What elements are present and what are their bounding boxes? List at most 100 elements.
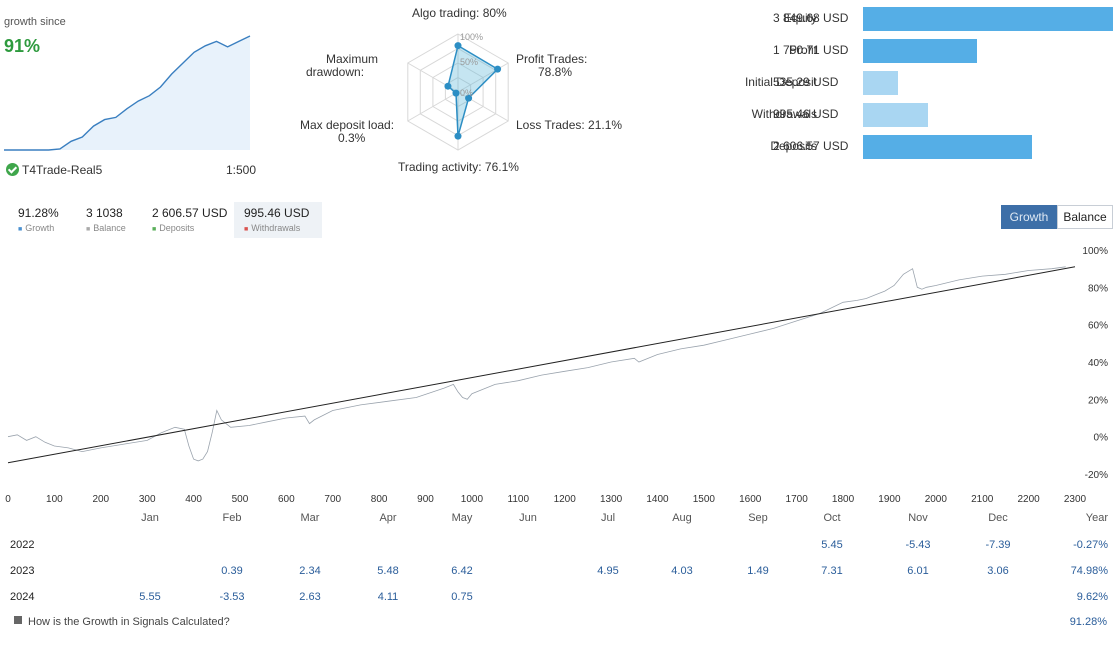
legend-balance[interactable]: 3 1038 Balance — [76, 202, 142, 238]
legend-sub: Withdrawals — [244, 223, 312, 233]
year-total-cell: -0.27% — [1073, 539, 1108, 551]
month-value-cell: 6.42 — [451, 565, 473, 577]
monthly-returns-table: Jan Feb Mar Apr May Jun Jul Aug Sep Oct Nov Dec Year… — [0, 508, 1113, 608]
month-value-cell: 3.06 — [987, 565, 1009, 577]
stat-bar — [863, 7, 1113, 31]
verified-check-icon — [6, 163, 19, 176]
y-tick-label: 0% — [1094, 433, 1109, 444]
stat-label: Equity — [783, 11, 817, 25]
tab-balance[interactable]: Balance — [1057, 205, 1113, 229]
month-header: Feb — [222, 512, 242, 524]
legend-value: 995.46 USD — [244, 206, 310, 220]
legend-sub: Balance — [86, 223, 132, 233]
x-tick-label: 2200 — [1017, 494, 1040, 505]
radar-label-deposit-load-value: 0.3% — [338, 131, 366, 145]
x-tick-label: 300 — [139, 494, 156, 505]
x-tick-label: 2100 — [971, 494, 994, 505]
radar-label-profit-value: 78.8% — [538, 65, 573, 79]
stat-row-equity: Equity 3 849.68 USD — [660, 6, 1113, 31]
account-row[interactable]: T4Trade-Real5 1:500 — [4, 162, 256, 180]
x-tick-label: 1000 — [461, 494, 484, 505]
month-value-cell: 4.11 — [377, 591, 399, 603]
x-tick-label: 100 — [46, 494, 63, 505]
mini-growth-chart — [4, 35, 251, 151]
radar-label-deposit-load: Max deposit load: — [300, 118, 395, 132]
x-tick-label: 600 — [278, 494, 295, 505]
radar-label-algo: Algo trading: 80% — [412, 6, 507, 20]
month-header: Sep — [748, 512, 768, 524]
month-header: Aug — [672, 512, 692, 524]
growth-value: 91% — [4, 36, 41, 56]
year-label: 2024 — [10, 591, 35, 603]
radar-label-drawdown: Maximum — [326, 52, 379, 66]
y-tick-label: 20% — [1088, 395, 1108, 406]
radar-point — [454, 42, 462, 50]
month-header: Oct — [823, 512, 841, 524]
stat-bar — [863, 71, 898, 95]
radar-ring-label: 100% — [460, 32, 483, 42]
y-tick-label: 60% — [1088, 321, 1108, 332]
legend-growth[interactable]: 91.28% Growth — [8, 202, 74, 238]
chart-tabs: Growth Balance — [1001, 205, 1113, 229]
growth-chart: 100% 80% 60% 40% 20% 0% -20% 0 100 200 300 400 500 60… — [5, 246, 1109, 505]
x-tick-label: 2300 — [1064, 494, 1087, 505]
legend-withdrawals[interactable]: 995.46 USD Withdrawals — [234, 202, 322, 238]
radar-label-profit: Profit Trades: — [516, 52, 588, 66]
trend-line — [7, 266, 1076, 464]
radar-label-drawdown-2: drawdown: — [306, 65, 365, 79]
x-tick-label: 1500 — [693, 494, 716, 505]
month-header: Jul — [600, 512, 616, 524]
mini-line — [4, 35, 251, 151]
month-value-cell: 4.03 — [671, 565, 693, 577]
x-tick-label: 1200 — [554, 494, 577, 505]
x-tick-label: 200 — [92, 494, 109, 505]
month-value-cell: 4.95 — [597, 565, 619, 577]
legend-sub: Growth — [18, 223, 64, 233]
y-tick-label: 40% — [1088, 358, 1108, 369]
month-header: Jun — [519, 512, 537, 524]
stat-row-deposits: Deposits 2 606.57 USD — [660, 134, 1113, 159]
radar-chart: 100% 50% 0% Algo trading: 80% Profit Trade… — [298, 0, 628, 178]
x-tick-label: 1300 — [600, 494, 623, 505]
month-value-cell: 6.01 — [907, 565, 929, 577]
stat-bar — [863, 39, 977, 63]
stat-label: Initial Deposit — [744, 75, 817, 89]
month-value-cell: 2.34 — [299, 565, 321, 577]
leverage-value: 1:500 — [225, 163, 256, 177]
growth-card: growth since 91% T4Trade-Real5 1:500 — [0, 8, 260, 178]
month-value-cell: 5.55 — [139, 591, 161, 603]
tab-growth[interactable]: Growth — [1001, 205, 1057, 229]
stat-bar — [863, 103, 928, 127]
y-tick-label: 80% — [1088, 283, 1108, 294]
growth-label: growth since — [4, 16, 66, 28]
x-tick-label: 1800 — [832, 494, 855, 505]
stat-row-initial-deposit: Initial Deposit 535.29 USD — [660, 70, 1113, 95]
stat-row-withdrawals: Withdrawals 995.46 USD — [660, 102, 1113, 127]
account-stats: Equity 3 849.68 USD Profit 1 750.71 USD … — [660, 6, 1113, 166]
y-tick-label: 100% — [1082, 246, 1108, 257]
x-tick-label: 0 — [5, 494, 11, 505]
footer-text[interactable]: How is the Growth in Signals Calculated? — [28, 616, 230, 628]
stat-label: Profit — [788, 43, 817, 57]
radar-ring-label: 50% — [460, 57, 478, 67]
x-tick-label: 900 — [417, 494, 434, 505]
month-value-cell: 7.31 — [821, 565, 843, 577]
growth-calc-link[interactable]: How is the Growth in Signals Calculated? — [14, 616, 230, 628]
stat-row-profit: Profit 1 750.71 USD — [660, 38, 1113, 63]
stat-value: 3 849.68 USD — [773, 11, 849, 25]
month-header: Apr — [379, 512, 397, 524]
radar-spoke — [407, 91, 459, 122]
stat-value: 995.46 USD — [773, 107, 839, 121]
legend-value: 3 1038 — [86, 206, 123, 220]
radar-point — [494, 65, 502, 73]
radar-point — [444, 82, 452, 90]
x-tick-label: 2000 — [925, 494, 948, 505]
month-header: Jan — [141, 512, 159, 524]
x-tick-label: 400 — [185, 494, 202, 505]
account-name[interactable]: T4Trade-Real5 — [22, 163, 103, 177]
month-value-cell: 0.75 — [451, 591, 473, 603]
month-header: May — [451, 512, 473, 524]
stat-value: 2 606.57 USD — [773, 139, 849, 153]
month-value-cell: -3.53 — [219, 591, 245, 603]
legend-deposits[interactable]: 2 606.57 USD Deposits — [142, 202, 232, 238]
